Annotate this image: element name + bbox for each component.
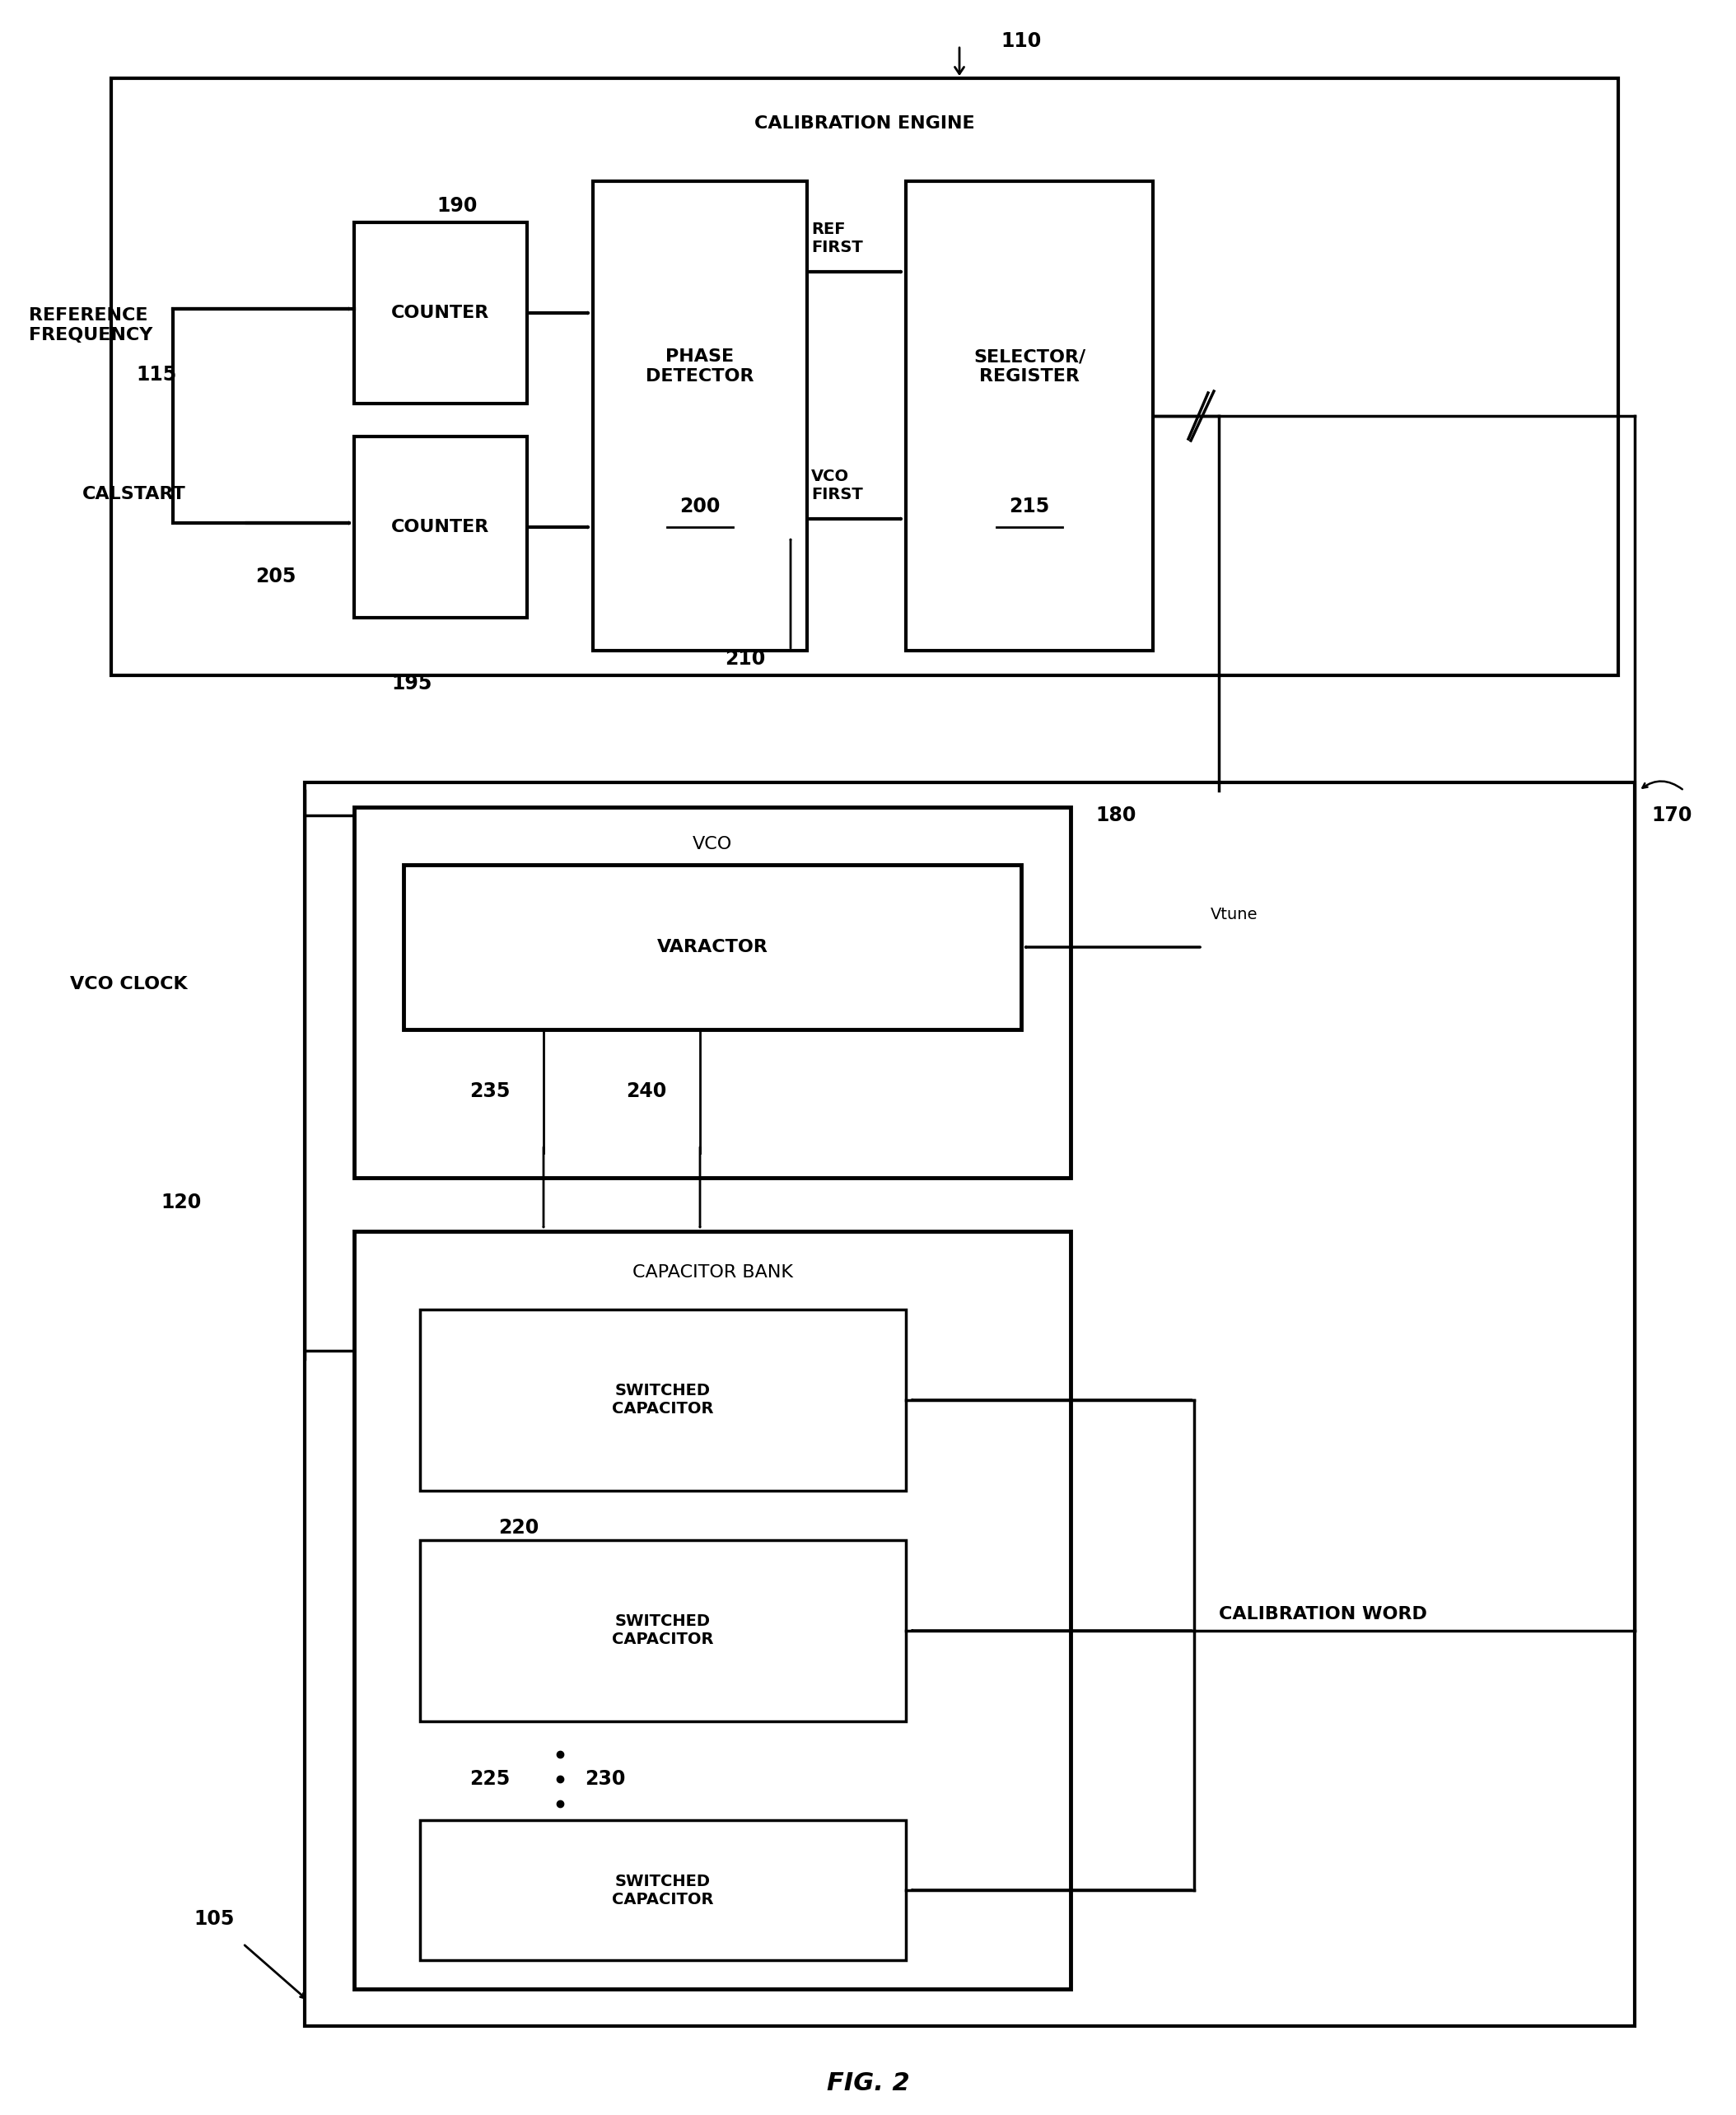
Bar — [306, 783, 1635, 2026]
Text: 240: 240 — [627, 1081, 667, 1102]
Text: VCO: VCO — [693, 835, 733, 852]
Text: PHASE
DETECTOR: PHASE DETECTOR — [646, 349, 753, 385]
Text: 235: 235 — [469, 1081, 510, 1102]
Text: FIG. 2: FIG. 2 — [826, 2073, 910, 2096]
Bar — [354, 808, 1071, 1178]
Text: 170: 170 — [1651, 806, 1693, 825]
Bar — [111, 78, 1618, 675]
Text: VARACTOR: VARACTOR — [656, 939, 767, 956]
Bar — [594, 182, 807, 651]
Text: 190: 190 — [436, 197, 477, 216]
Text: COUNTER: COUNTER — [392, 518, 490, 535]
Bar — [354, 436, 528, 618]
Bar — [354, 1231, 1071, 1988]
Text: SWITCHED
CAPACITOR: SWITCHED CAPACITOR — [613, 1383, 713, 1417]
Text: 105: 105 — [194, 1910, 234, 1929]
Text: 115: 115 — [135, 366, 177, 385]
Bar — [420, 1821, 906, 1961]
Text: 215: 215 — [1009, 497, 1050, 516]
Text: 225: 225 — [469, 1768, 510, 1789]
Text: Vtune: Vtune — [1210, 907, 1259, 922]
Text: CALSTART: CALSTART — [82, 486, 186, 503]
Text: SWITCHED
CAPACITOR: SWITCHED CAPACITOR — [613, 1874, 713, 1908]
Bar — [354, 222, 528, 404]
Bar — [403, 865, 1021, 1030]
Bar — [906, 182, 1153, 651]
Text: CAPACITOR BANK: CAPACITOR BANK — [632, 1265, 793, 1282]
Text: VCO CLOCK: VCO CLOCK — [69, 975, 187, 992]
Text: CALIBRATION ENGINE: CALIBRATION ENGINE — [755, 116, 976, 131]
Text: SELECTOR/
REGISTER: SELECTOR/ REGISTER — [974, 349, 1085, 385]
Bar — [420, 1309, 906, 1491]
Bar — [420, 1540, 906, 1722]
Text: 120: 120 — [161, 1193, 201, 1212]
Text: 110: 110 — [1000, 32, 1042, 51]
Text: SWITCHED
CAPACITOR: SWITCHED CAPACITOR — [613, 1614, 713, 1648]
Text: CALIBRATION WORD: CALIBRATION WORD — [1219, 1605, 1427, 1622]
Text: 195: 195 — [391, 675, 432, 694]
Text: REFERENCE
FREQUENCY: REFERENCE FREQUENCY — [30, 307, 153, 343]
Text: 200: 200 — [681, 497, 720, 516]
Text: REF
FIRST: REF FIRST — [811, 222, 863, 256]
Text: VCO
FIRST: VCO FIRST — [811, 470, 863, 503]
Text: 220: 220 — [498, 1519, 538, 1538]
Text: 210: 210 — [724, 649, 766, 668]
Text: 205: 205 — [255, 567, 295, 586]
Text: 230: 230 — [585, 1768, 625, 1789]
Text: 180: 180 — [1095, 806, 1135, 825]
Text: COUNTER: COUNTER — [392, 305, 490, 321]
